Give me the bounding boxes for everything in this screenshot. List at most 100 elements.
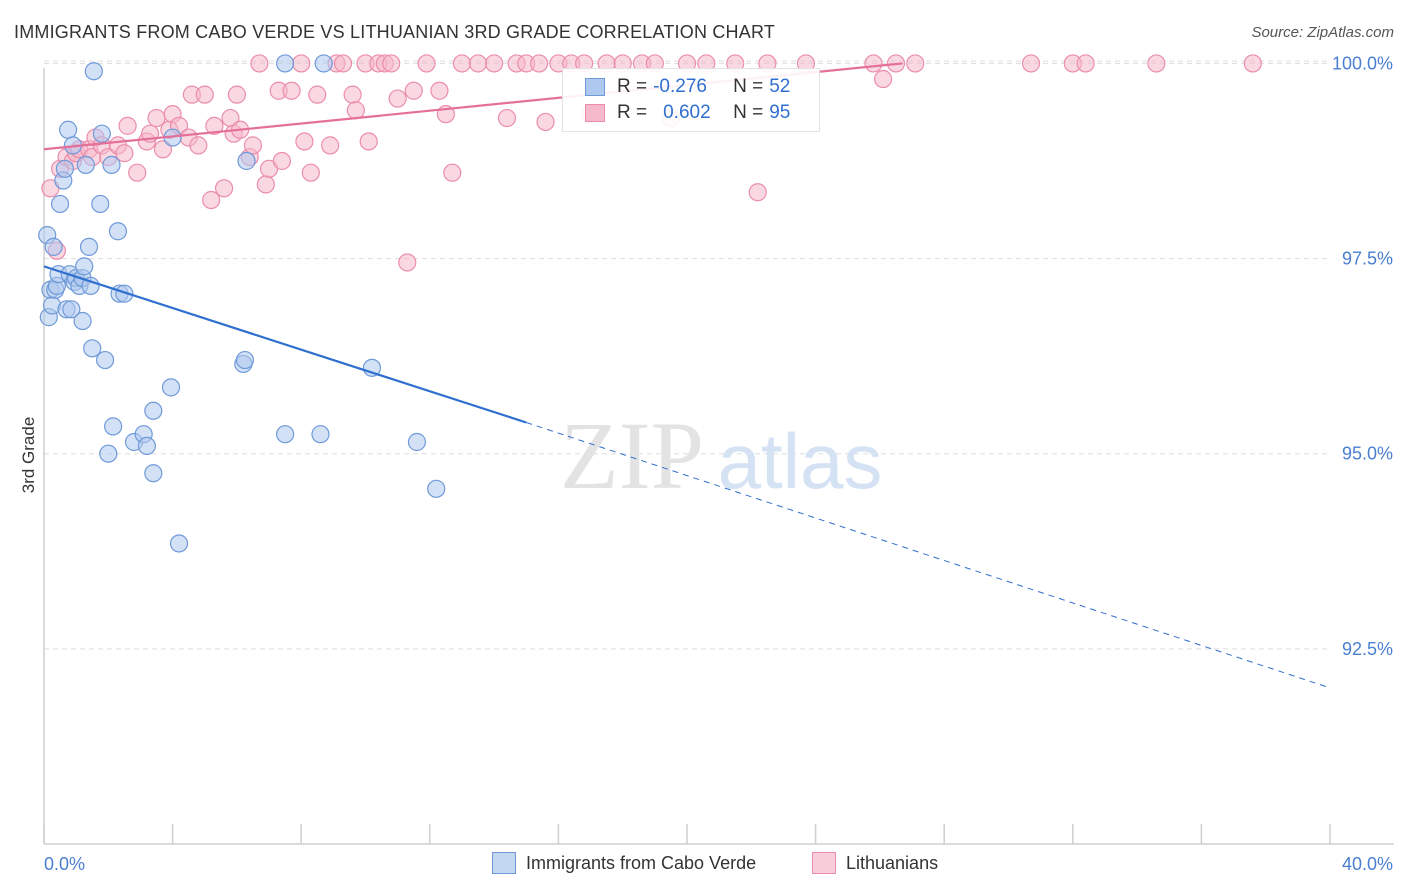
y-tick-label: 95.0% xyxy=(1342,444,1393,464)
lithuanian-point xyxy=(153,140,173,159)
cabo-verde-point xyxy=(91,194,110,214)
cabo-verde-point xyxy=(169,534,189,553)
lithuanian-point xyxy=(227,85,246,104)
lithuanian-point xyxy=(468,54,488,73)
cabo-verde-point xyxy=(99,444,118,463)
y-tick-labels: 92.5% 95.0% 97.5% 100.0% xyxy=(1332,53,1393,658)
lithuanian-point xyxy=(205,116,224,135)
legend-swatch-blue xyxy=(585,78,605,96)
lithuanian-point xyxy=(214,179,234,198)
trend-lines xyxy=(43,62,1331,689)
lithuanian-point xyxy=(295,132,314,151)
lithuanian-point xyxy=(346,101,365,120)
cabo-verde-point xyxy=(55,159,74,178)
lithuanian-point xyxy=(906,54,925,73)
series-name-lithuanians: Lithuanians xyxy=(846,852,939,873)
lithuanian-point xyxy=(195,85,214,104)
lithuanian-point xyxy=(1243,54,1262,73)
cabo-verde-point xyxy=(76,155,95,174)
x-tick-label: 40.0% xyxy=(1342,854,1393,874)
series-name-cabo-verde: Immigrants from Cabo Verde xyxy=(526,852,757,873)
legend-n-value: 95 xyxy=(769,102,791,123)
cabo-verde-point xyxy=(102,155,121,174)
legend-n-label: N = xyxy=(733,76,764,97)
legend-row-lithuanians: R = 0.602 N = 95 xyxy=(585,101,790,125)
cabo-verde-point xyxy=(161,378,181,397)
lithuanian-point xyxy=(250,54,269,73)
lithuanian-point xyxy=(189,136,208,155)
lithuanian-point xyxy=(874,69,893,89)
lithuanian-point xyxy=(308,85,327,104)
lithuanian-point xyxy=(256,175,275,194)
cabo-verde-point xyxy=(79,237,99,256)
lithuanian-point xyxy=(497,108,517,128)
lithuanian-point xyxy=(1076,54,1095,73)
watermark-zip: ZIP xyxy=(560,402,704,509)
cabo-verde-point xyxy=(62,300,81,319)
source-credit: Source: ZipAtlas.com xyxy=(1251,24,1394,41)
x-tick-label: 0.0% xyxy=(44,854,85,874)
cabo-verde-point xyxy=(137,436,156,456)
cabo-verde-point xyxy=(81,276,100,295)
legend-r-value: -0.276 xyxy=(653,76,707,97)
y-tick-label: 100.0% xyxy=(1332,53,1393,73)
lithuanian-point xyxy=(382,54,401,73)
lithuanian-point xyxy=(343,85,362,104)
watermark-atlas: atlas xyxy=(718,417,883,505)
lithuanian-point xyxy=(243,136,263,155)
series-legend-cabo-verde: Immigrants from Cabo Verde xyxy=(492,852,756,874)
cabo-verde-point xyxy=(59,120,78,139)
legend-swatch-pink xyxy=(585,104,605,122)
lithuanian-point xyxy=(404,81,423,100)
watermark: ZIP atlas xyxy=(560,402,882,509)
cabo-verde-point xyxy=(311,425,330,444)
lithuanian-point xyxy=(118,116,137,135)
lithuanian-point xyxy=(301,163,320,182)
x-tick-labels: 0.0% 40.0% xyxy=(44,854,1393,874)
series-swatch-blue xyxy=(492,852,516,874)
cabo-verde-points xyxy=(38,54,446,553)
legend-r-value: 0.602 xyxy=(663,102,711,123)
correlation-legend: R = -0.276 N = 52 R = 0.602 N = 95 xyxy=(562,68,820,132)
cabo-verde-point xyxy=(237,151,256,171)
axes xyxy=(43,68,1394,845)
cabo-verde-point xyxy=(104,417,123,436)
lithuanian-point xyxy=(282,81,301,100)
cabo-verde-point xyxy=(144,464,163,483)
cabo-verde-point xyxy=(73,311,92,331)
y-axis-label: 3rd Grade xyxy=(19,417,38,494)
legend-r-label: R = xyxy=(617,102,648,123)
lithuanian-point xyxy=(485,54,504,73)
cabo-verde-point xyxy=(276,54,295,73)
lithuanian-point xyxy=(202,190,221,210)
lithuanian-point xyxy=(321,136,340,155)
y-tick-label: 92.5% xyxy=(1342,639,1393,659)
legend-r-label: R = xyxy=(617,76,648,97)
cabo-verde-trend-line xyxy=(43,265,527,424)
lithuanian-point xyxy=(530,54,549,73)
legend-n-value: 52 xyxy=(769,76,791,97)
series-legend-lithuanians: Lithuanians xyxy=(812,852,938,874)
lithuanian-point xyxy=(333,54,353,73)
cabo-verde-point xyxy=(427,479,446,498)
cabo-verde-point xyxy=(84,62,103,81)
cabo-verde-point xyxy=(95,350,115,370)
y-tick-label: 97.5% xyxy=(1342,249,1393,269)
lithuanian-point xyxy=(748,183,767,202)
lithuanian-point xyxy=(1021,54,1041,73)
cabo-verde-point xyxy=(276,425,295,444)
grid-lines xyxy=(44,60,1330,650)
cabo-verde-point xyxy=(75,257,94,276)
chart-title: IMMIGRANTS FROM CABO VERDE VS LITHUANIAN… xyxy=(14,22,776,42)
lithuanian-point xyxy=(417,54,436,73)
legend-row-cabo-verde: R = -0.276 N = 52 xyxy=(585,75,790,99)
lithuanian-point xyxy=(359,132,378,151)
lithuanian-point xyxy=(388,89,407,108)
lithuanian-point xyxy=(272,151,292,171)
lithuanian-point xyxy=(128,163,147,182)
cabo-verde-point xyxy=(108,222,128,241)
cabo-verde-point xyxy=(92,124,111,143)
lithuanian-point xyxy=(398,253,417,272)
cabo-verde-point xyxy=(44,237,63,256)
